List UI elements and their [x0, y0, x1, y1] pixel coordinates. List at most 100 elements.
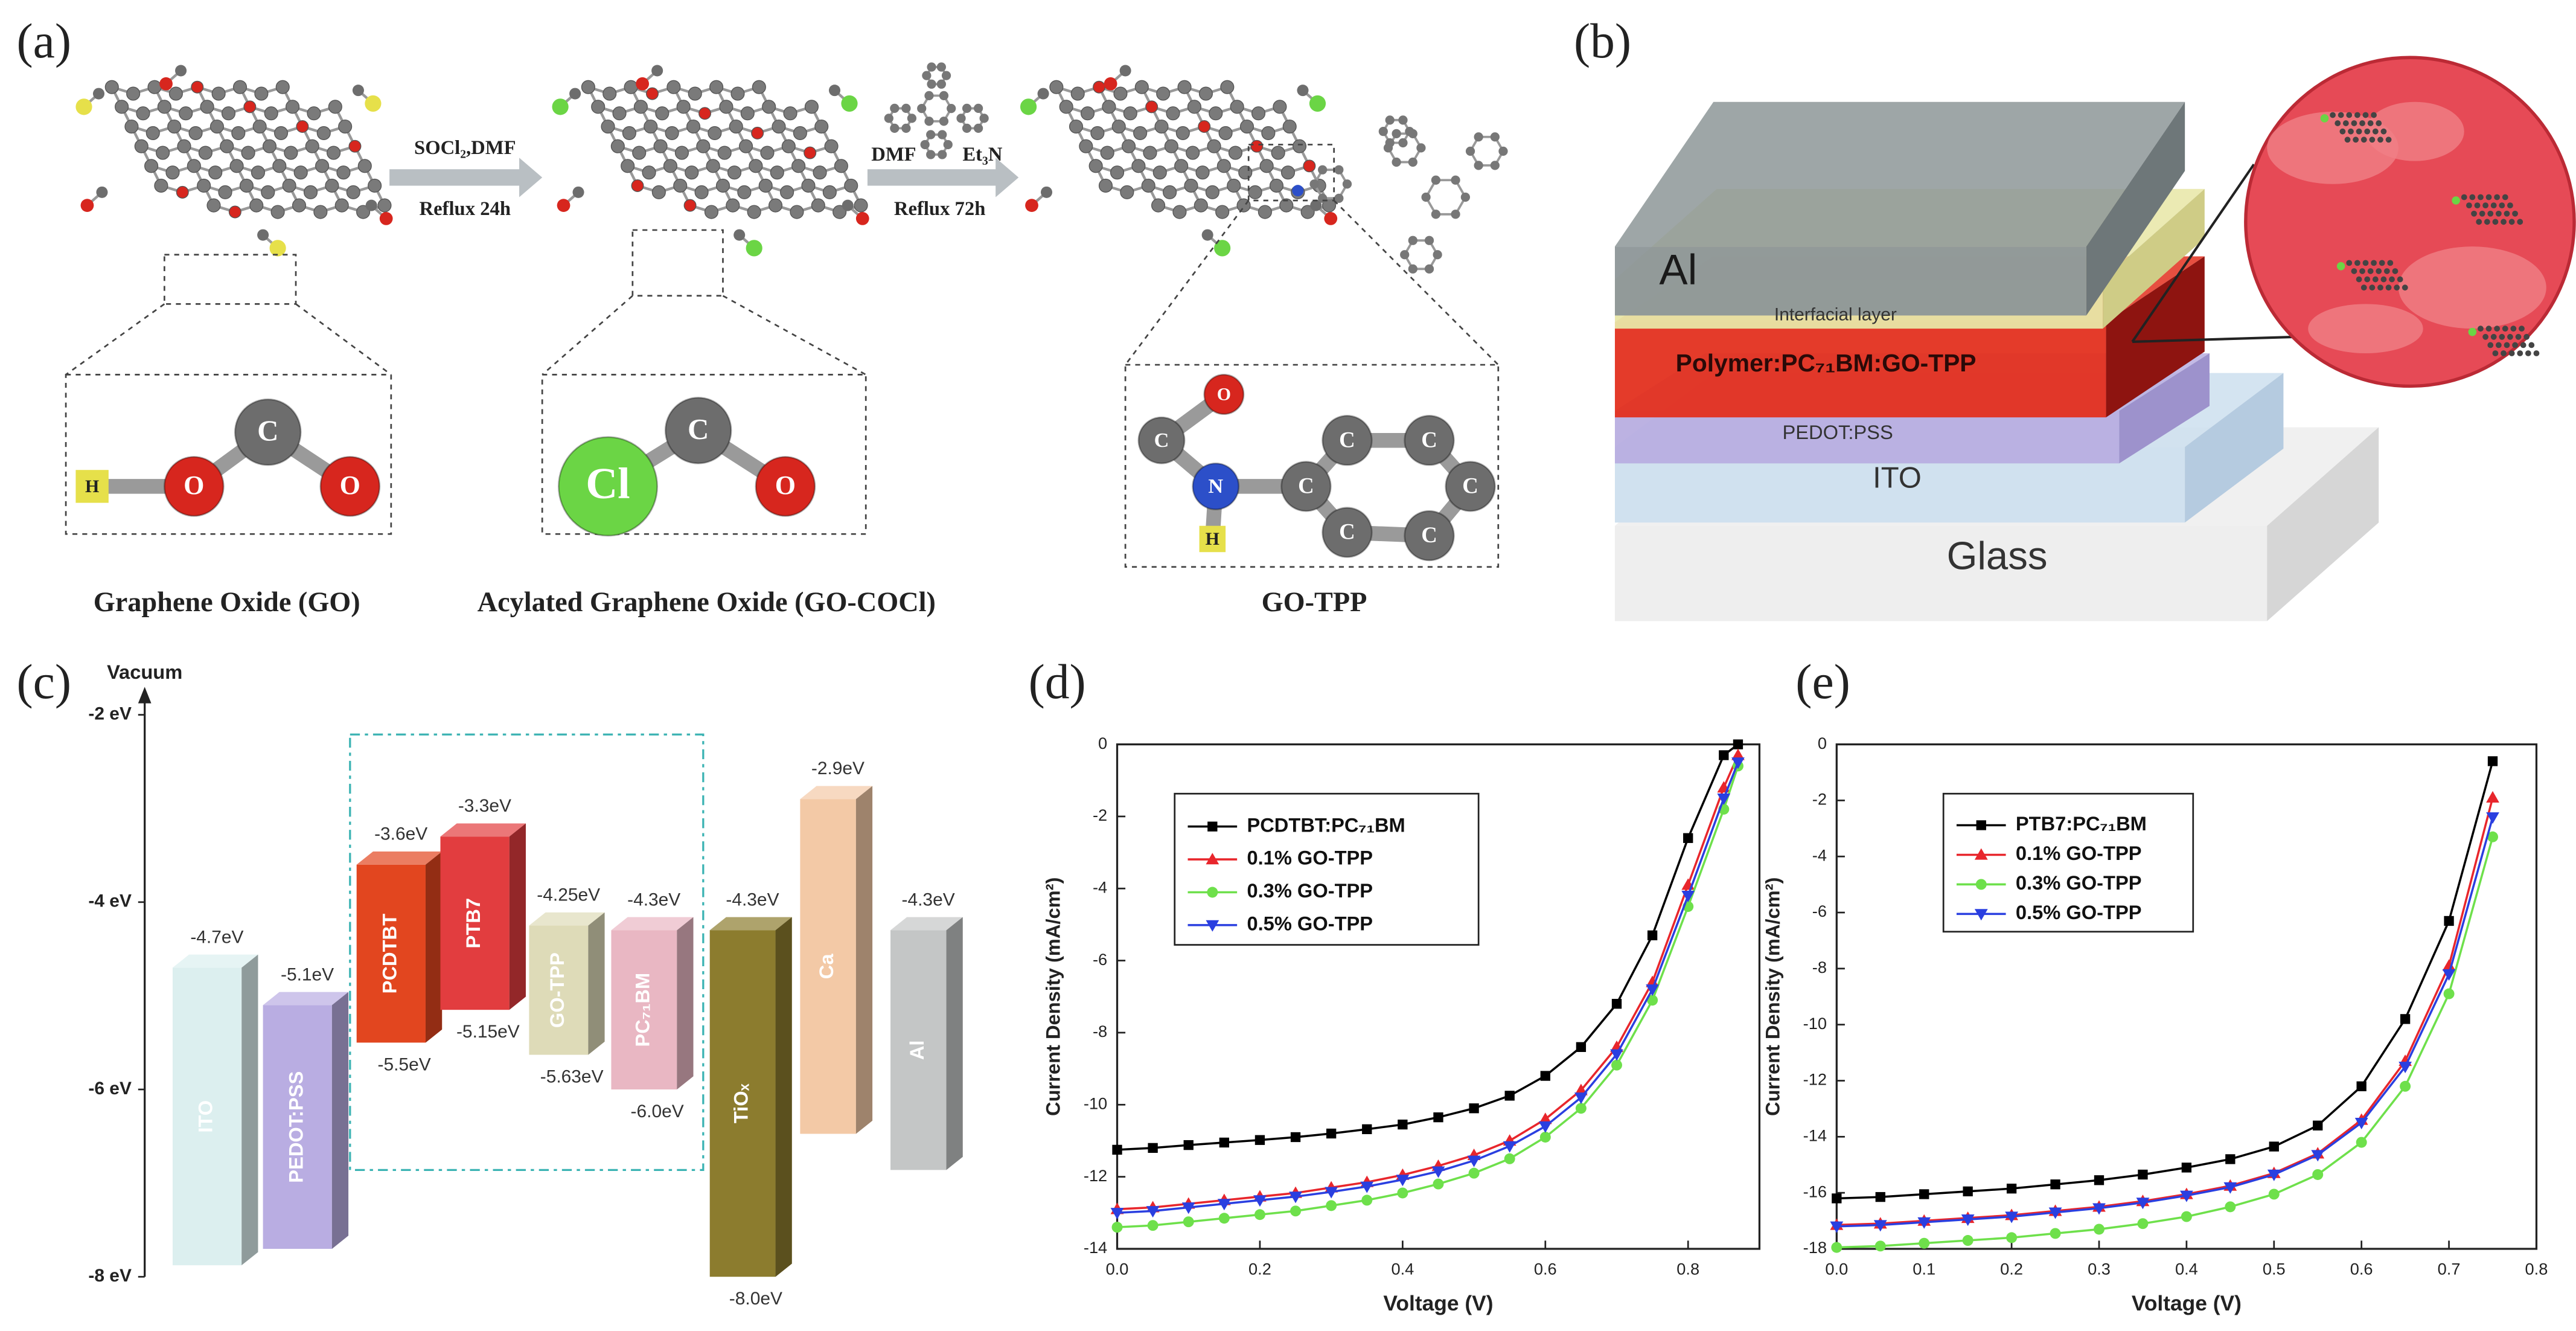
zoom-box [65, 374, 392, 535]
atom [2335, 120, 2341, 126]
atom [2367, 120, 2374, 126]
atom [2376, 268, 2382, 274]
layer-side [2103, 188, 2205, 329]
bar-label: PCDTBT [378, 914, 400, 993]
atom [1020, 98, 1037, 115]
layer-front [1614, 525, 2268, 621]
marker [2138, 1169, 2148, 1180]
energy-level-bar [709, 930, 776, 1277]
atom [2351, 120, 2357, 126]
bar-side [241, 954, 258, 1266]
atom [783, 106, 797, 121]
level-label: -3.6eV [374, 824, 427, 844]
atom [2372, 128, 2379, 135]
atom [1342, 179, 1352, 189]
layer-front [1614, 411, 2120, 464]
bar-label: TiOₓ [730, 1083, 752, 1123]
atom [1309, 95, 1326, 112]
bar-top [800, 786, 873, 800]
energy-bar [172, 954, 258, 1266]
atom [1424, 264, 1434, 274]
atom [811, 198, 825, 213]
bar-side [331, 992, 349, 1249]
atom [2487, 342, 2494, 348]
marker [1396, 1175, 1410, 1187]
atom [96, 186, 108, 198]
atom [833, 205, 847, 219]
series-line [1836, 797, 2494, 1227]
atom [601, 119, 615, 134]
atom [665, 126, 679, 140]
marker [1397, 1187, 1408, 1199]
bar-side [775, 917, 792, 1277]
atom [1215, 205, 1230, 219]
atom [673, 178, 688, 193]
marker [1146, 1206, 1160, 1218]
atom [973, 123, 983, 133]
panel-label: (c) [16, 654, 71, 709]
atom [2362, 112, 2369, 118]
atom [926, 130, 936, 140]
atom [557, 199, 570, 213]
atom [791, 159, 806, 173]
atom [751, 126, 764, 140]
marker [2268, 1188, 2280, 1200]
atom [901, 123, 911, 133]
atom [2528, 342, 2535, 348]
atom [2492, 219, 2499, 225]
marker [1254, 1209, 1265, 1220]
legend-label: 0.1% GO-TPP [2016, 842, 2142, 864]
blend-domain [2365, 101, 2464, 161]
marker [1646, 984, 1659, 996]
marker [1917, 1217, 1931, 1229]
atom [1025, 199, 1038, 213]
atom [939, 117, 949, 126]
atom [1184, 178, 1198, 193]
atom [1230, 100, 1244, 114]
atom [1113, 86, 1128, 101]
atom [1460, 192, 1470, 202]
atom [1080, 106, 1095, 121]
y-tick-label: -2 [1812, 790, 1827, 809]
energy-bar [611, 917, 694, 1090]
atom [941, 71, 951, 80]
atom [231, 126, 246, 140]
axis-label: Vacuum [107, 661, 182, 683]
atom [2479, 210, 2485, 217]
marker [1647, 995, 1658, 1006]
atom [365, 199, 377, 211]
atom [368, 178, 382, 193]
atom [1120, 185, 1134, 199]
atom [938, 150, 947, 159]
atom [2508, 219, 2515, 225]
atom [1490, 132, 1500, 142]
atom [1292, 139, 1307, 153]
x-tick-label: 0.0 [1825, 1260, 1848, 1278]
zoom-source [631, 229, 724, 297]
atom-label: C [688, 412, 709, 446]
bar-shade [775, 917, 792, 1277]
bar-side [677, 917, 694, 1090]
atom [622, 126, 636, 140]
atom [1378, 127, 1388, 136]
atom [569, 88, 581, 100]
atom [208, 165, 223, 180]
x-axis-label: Voltage (V) [2132, 1292, 2242, 1315]
atom-label: C [1421, 522, 1437, 547]
atom [356, 205, 371, 219]
atom [727, 165, 742, 180]
caption: GO-TPP [1262, 587, 1367, 618]
bar-side [509, 823, 526, 1010]
marker [2269, 1141, 2279, 1152]
atom [740, 106, 755, 121]
atom [293, 165, 308, 180]
layer-label: Glass [1947, 533, 2048, 577]
atom [781, 139, 796, 153]
atom [1070, 86, 1085, 101]
atom [1154, 119, 1169, 134]
atom [1282, 119, 1297, 134]
reaction-arrow [867, 158, 1019, 197]
atom [1040, 186, 1053, 198]
atom [156, 146, 170, 160]
atom [824, 139, 839, 153]
